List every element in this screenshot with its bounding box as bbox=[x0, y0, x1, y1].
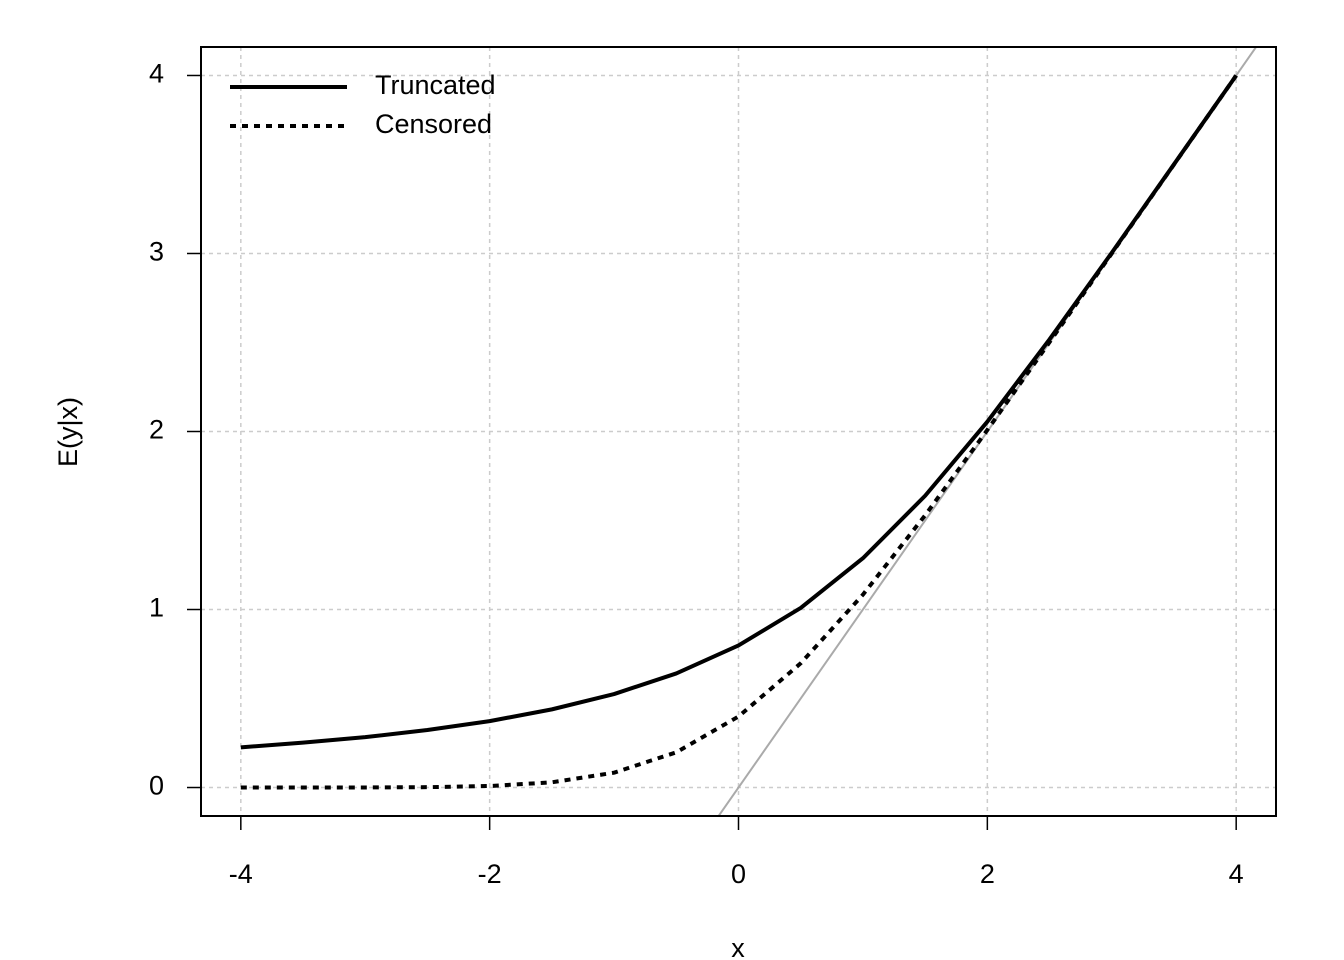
y-tick-label: 1 bbox=[149, 593, 164, 623]
legend-label: Censored bbox=[375, 109, 492, 139]
y-axis-label: E(y|x) bbox=[53, 397, 83, 467]
x-tick-label: -2 bbox=[478, 859, 502, 889]
x-tick-label: 2 bbox=[980, 859, 995, 889]
legend-label: Truncated bbox=[375, 70, 496, 100]
plot-area bbox=[240, 47, 1258, 816]
y-tick-label: 3 bbox=[149, 237, 164, 267]
y-tick-label: 4 bbox=[149, 59, 164, 89]
x-tick-label: 4 bbox=[1229, 859, 1244, 889]
x-axis-label: x bbox=[731, 933, 745, 960]
y-tick-label: 2 bbox=[149, 415, 164, 445]
data-line bbox=[240, 74, 1238, 790]
x-tick-label: -4 bbox=[229, 859, 253, 889]
y-tick-label: 0 bbox=[149, 771, 164, 801]
plot-frame bbox=[200, 46, 1277, 817]
x-tick-label: 0 bbox=[731, 859, 746, 889]
